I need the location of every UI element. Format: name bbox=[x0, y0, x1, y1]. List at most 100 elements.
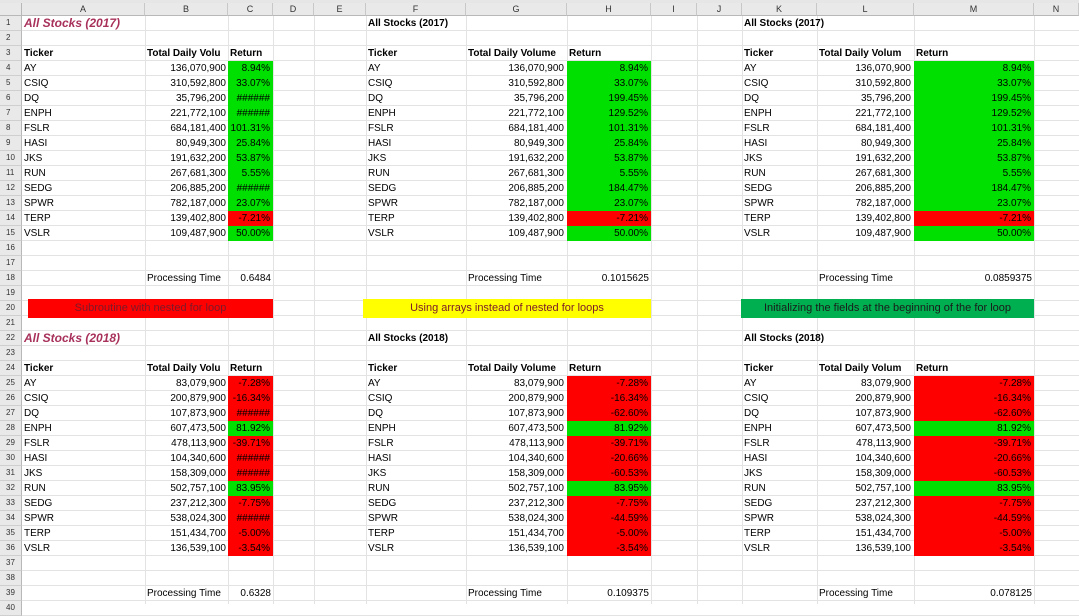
return-cell[interactable]: 33.07% bbox=[567, 76, 651, 91]
volume-cell[interactable]: 607,473,500 bbox=[170, 423, 226, 434]
volume-cell[interactable]: 104,340,600 bbox=[170, 453, 226, 464]
ticker-cell[interactable]: AY bbox=[368, 63, 381, 74]
volume-cell[interactable]: 538,024,300 bbox=[170, 513, 226, 524]
return-cell[interactable]: -7.21% bbox=[914, 211, 1034, 226]
row-header-39[interactable]: 39 bbox=[0, 586, 22, 601]
return-cell[interactable]: -39.71% bbox=[914, 436, 1034, 451]
row-header-17[interactable]: 17 bbox=[0, 256, 22, 271]
ticker-cell[interactable]: CSIQ bbox=[368, 393, 393, 404]
select-all-corner[interactable] bbox=[0, 3, 22, 16]
ticker-cell[interactable]: SEDG bbox=[744, 498, 773, 509]
ticker-cell[interactable]: HASI bbox=[368, 138, 392, 149]
processing-time-value[interactable]: 0.6328 bbox=[240, 588, 271, 599]
return-cell[interactable]: ###### bbox=[228, 181, 273, 196]
row-header-28[interactable]: 28 bbox=[0, 421, 22, 436]
return-cell[interactable]: 184.47% bbox=[914, 181, 1034, 196]
ticker-cell[interactable]: TERP bbox=[24, 213, 51, 224]
return-cell[interactable]: 5.55% bbox=[567, 166, 651, 181]
ticker-cell[interactable]: JKS bbox=[744, 468, 763, 479]
return-cell[interactable]: 83.95% bbox=[567, 481, 651, 496]
return-cell[interactable]: 129.52% bbox=[567, 106, 651, 121]
ticker-cell[interactable]: TERP bbox=[368, 213, 395, 224]
row-header-19[interactable]: 19 bbox=[0, 286, 22, 301]
processing-time-value[interactable]: 0.0859375 bbox=[984, 273, 1032, 284]
return-cell[interactable]: -7.21% bbox=[567, 211, 651, 226]
ticker-cell[interactable]: FSLR bbox=[744, 123, 770, 134]
return-cell[interactable]: 23.07% bbox=[228, 196, 273, 211]
volume-cell[interactable]: 80,949,300 bbox=[860, 138, 911, 149]
return-cell[interactable]: 50.00% bbox=[914, 226, 1034, 241]
return-cell[interactable]: -16.34% bbox=[567, 391, 651, 406]
ticker-cell[interactable]: TERP bbox=[744, 213, 771, 224]
ticker-cell[interactable]: VSLR bbox=[368, 228, 395, 239]
ticker-cell[interactable]: DQ bbox=[368, 93, 383, 104]
volume-cell[interactable]: 151,434,700 bbox=[508, 528, 564, 539]
return-cell[interactable]: -5.00% bbox=[567, 526, 651, 541]
column-header-j[interactable]: J bbox=[697, 3, 742, 16]
volume-cell[interactable]: 538,024,300 bbox=[855, 513, 911, 524]
volume-cell[interactable]: 139,402,800 bbox=[508, 213, 564, 224]
volume-cell[interactable]: 107,873,900 bbox=[855, 408, 911, 419]
return-cell[interactable]: -20.66% bbox=[567, 451, 651, 466]
return-cell[interactable]: -3.54% bbox=[914, 541, 1034, 556]
ticker-cell[interactable]: VSLR bbox=[368, 543, 395, 554]
ticker-cell[interactable]: HASI bbox=[24, 453, 48, 464]
row-header-33[interactable]: 33 bbox=[0, 496, 22, 511]
volume-cell[interactable]: 684,181,400 bbox=[170, 123, 226, 134]
return-cell[interactable]: -60.53% bbox=[914, 466, 1034, 481]
row-header-20[interactable]: 20 bbox=[0, 301, 22, 316]
ticker-cell[interactable]: HASI bbox=[368, 453, 392, 464]
ticker-cell[interactable]: FSLR bbox=[368, 438, 394, 449]
ticker-cell[interactable]: TERP bbox=[744, 528, 771, 539]
return-cell[interactable]: -7.28% bbox=[914, 376, 1034, 391]
return-cell[interactable]: 25.84% bbox=[914, 136, 1034, 151]
volume-cell[interactable]: 158,309,000 bbox=[508, 468, 564, 479]
ticker-cell[interactable]: RUN bbox=[744, 483, 766, 494]
ticker-cell[interactable]: FSLR bbox=[368, 123, 394, 134]
volume-cell[interactable]: 107,873,900 bbox=[170, 408, 226, 419]
ticker-cell[interactable]: CSIQ bbox=[24, 78, 49, 89]
column-header-a[interactable]: A bbox=[22, 3, 145, 16]
ticker-cell[interactable]: TERP bbox=[24, 528, 51, 539]
column-header-d[interactable]: D bbox=[273, 3, 314, 16]
row-header-21[interactable]: 21 bbox=[0, 316, 22, 331]
ticker-cell[interactable]: DQ bbox=[744, 408, 759, 419]
volume-cell[interactable]: 158,309,000 bbox=[170, 468, 226, 479]
ticker-cell[interactable]: AY bbox=[24, 63, 37, 74]
ticker-cell[interactable]: SEDG bbox=[24, 498, 53, 509]
volume-cell[interactable]: 237,212,300 bbox=[170, 498, 226, 509]
return-cell[interactable]: -62.60% bbox=[914, 406, 1034, 421]
return-cell[interactable]: 129.52% bbox=[914, 106, 1034, 121]
volume-cell[interactable]: 83,079,900 bbox=[175, 378, 226, 389]
row-header-3[interactable]: 3 bbox=[0, 46, 22, 61]
return-cell[interactable]: -7.75% bbox=[914, 496, 1034, 511]
ticker-cell[interactable]: ENPH bbox=[368, 108, 396, 119]
return-cell[interactable]: -44.59% bbox=[914, 511, 1034, 526]
return-cell[interactable]: 53.87% bbox=[228, 151, 273, 166]
return-cell[interactable]: 83.95% bbox=[228, 481, 273, 496]
volume-cell[interactable]: 237,212,300 bbox=[508, 498, 564, 509]
return-cell[interactable]: -3.54% bbox=[567, 541, 651, 556]
ticker-cell[interactable]: CSIQ bbox=[744, 393, 769, 404]
ticker-cell[interactable]: AY bbox=[744, 63, 757, 74]
ticker-cell[interactable]: ENPH bbox=[24, 108, 52, 119]
volume-cell[interactable]: 83,079,900 bbox=[513, 378, 564, 389]
volume-cell[interactable]: 607,473,500 bbox=[508, 423, 564, 434]
return-cell[interactable]: -62.60% bbox=[567, 406, 651, 421]
volume-cell[interactable]: 109,487,900 bbox=[855, 228, 911, 239]
volume-cell[interactable]: 200,879,900 bbox=[855, 393, 911, 404]
ticker-cell[interactable]: JKS bbox=[24, 153, 43, 164]
return-cell[interactable]: 50.00% bbox=[228, 226, 273, 241]
row-header-9[interactable]: 9 bbox=[0, 136, 22, 151]
volume-cell[interactable]: 502,757,100 bbox=[508, 483, 564, 494]
return-cell[interactable]: -7.28% bbox=[567, 376, 651, 391]
return-cell[interactable]: -20.66% bbox=[914, 451, 1034, 466]
column-header-l[interactable]: L bbox=[817, 3, 914, 16]
processing-time-value[interactable]: 0.6484 bbox=[240, 273, 271, 284]
row-header-37[interactable]: 37 bbox=[0, 556, 22, 571]
return-cell[interactable]: 81.92% bbox=[567, 421, 651, 436]
row-header-2[interactable]: 2 bbox=[0, 31, 22, 46]
ticker-cell[interactable]: SPWR bbox=[744, 513, 774, 524]
ticker-cell[interactable]: CSIQ bbox=[744, 78, 769, 89]
column-header-g[interactable]: G bbox=[466, 3, 567, 16]
